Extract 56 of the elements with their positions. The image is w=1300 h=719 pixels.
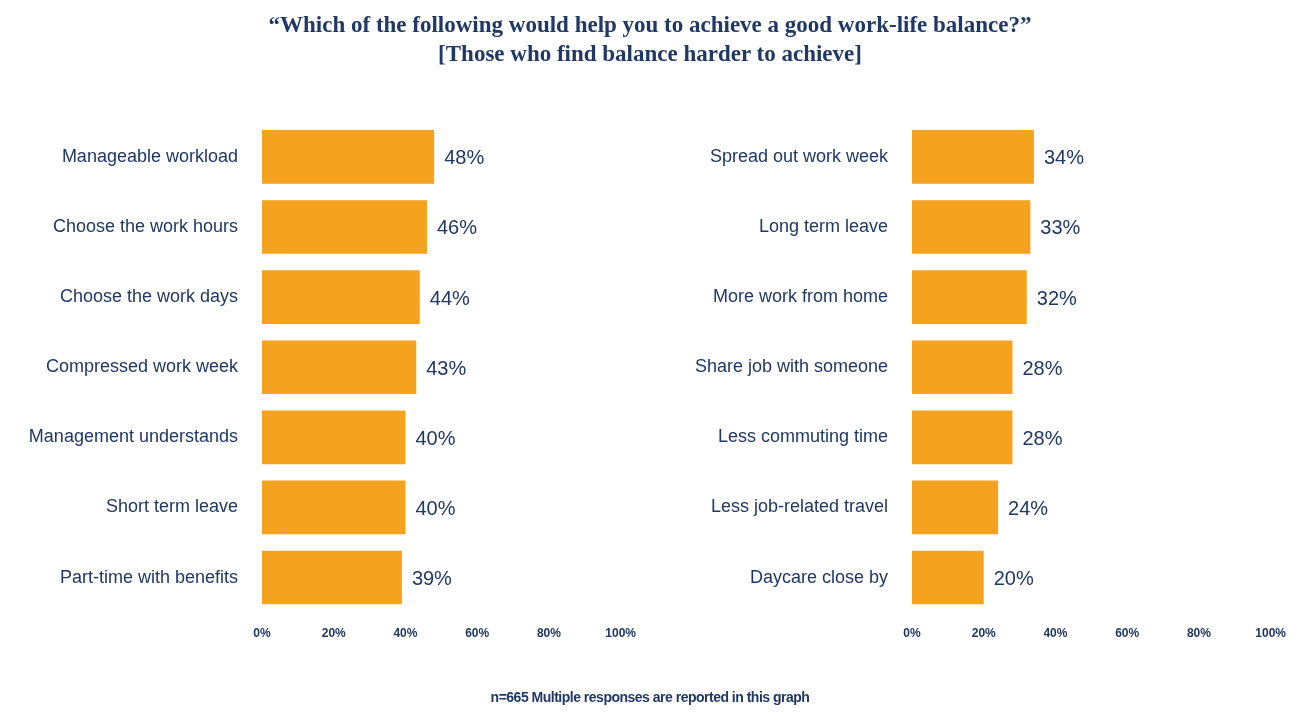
y-tick-label: Part-time with benefits bbox=[59, 566, 238, 587]
x-tick-label: 100% bbox=[605, 626, 637, 641]
y-tick-label: Less commuting time bbox=[717, 426, 888, 447]
y-tick-label: Compressed work week bbox=[45, 356, 239, 377]
x-tick-label: 40% bbox=[1043, 626, 1068, 641]
bar bbox=[262, 200, 427, 254]
x-tick-label: 0% bbox=[903, 626, 921, 641]
data-label: 40% bbox=[415, 426, 456, 449]
y-tick-label: Spread out work week bbox=[709, 145, 889, 166]
bar bbox=[262, 130, 435, 184]
chart-title: “Which of the following would help you to achieve a good work-life balance?” [Those who find balance harder to achieve] bbox=[267, 11, 1033, 68]
bar bbox=[912, 480, 999, 535]
data-label: 20% bbox=[993, 567, 1034, 590]
x-tick-label: 40% bbox=[393, 626, 418, 641]
y-tick-label: Share job with someone bbox=[694, 356, 888, 377]
bar bbox=[262, 270, 420, 324]
bar bbox=[912, 550, 984, 605]
x-tick-label: 100% bbox=[1255, 626, 1287, 641]
text: n=665 Multiple responses are reported in this graph bbox=[489, 689, 811, 705]
x-tick-label: 20% bbox=[321, 626, 347, 641]
data-label: 40% bbox=[415, 496, 456, 519]
x-tick-label: 0% bbox=[253, 626, 271, 641]
y-tick-label: Management understands bbox=[28, 426, 238, 447]
y-tick-label: More work from home bbox=[712, 286, 888, 307]
data-label: 32% bbox=[1036, 286, 1078, 309]
bar bbox=[262, 410, 406, 465]
y-tick-label: Choose the work hours bbox=[52, 215, 238, 236]
y-tick-label: Less job-related travel bbox=[710, 496, 888, 517]
x-tick-label: 80% bbox=[1186, 626, 1212, 641]
bar bbox=[912, 200, 1031, 254]
data-label: 43% bbox=[426, 356, 467, 379]
data-label: 28% bbox=[1022, 356, 1063, 379]
data-label: 33% bbox=[1040, 216, 1081, 239]
bar bbox=[262, 340, 417, 395]
bar bbox=[262, 480, 406, 535]
data-label: 48% bbox=[444, 146, 485, 169]
y-tick-label: Short term leave bbox=[105, 496, 238, 517]
bar bbox=[912, 410, 1013, 465]
data-label: 39% bbox=[411, 567, 453, 590]
x-tick-label: 60% bbox=[1115, 626, 1140, 641]
x-tick-label: 80% bbox=[536, 626, 562, 641]
y-tick-label: Long term leave bbox=[758, 215, 888, 236]
bar bbox=[912, 130, 1034, 184]
data-label: 44% bbox=[429, 286, 471, 309]
y-tick-label: Daycare close by bbox=[749, 566, 888, 587]
bar bbox=[262, 550, 402, 605]
data-label: 34% bbox=[1043, 146, 1085, 169]
data-label: 24% bbox=[1008, 496, 1049, 519]
x-tick-label: 20% bbox=[971, 626, 997, 641]
y-tick-label: Manageable workload bbox=[61, 145, 238, 166]
y-tick-label: Choose the work days bbox=[59, 286, 238, 307]
x-tick-label: 60% bbox=[465, 626, 490, 641]
bar bbox=[912, 270, 1027, 324]
bar bbox=[912, 340, 1013, 395]
data-label: 28% bbox=[1022, 426, 1063, 449]
data-label: 46% bbox=[436, 216, 478, 239]
